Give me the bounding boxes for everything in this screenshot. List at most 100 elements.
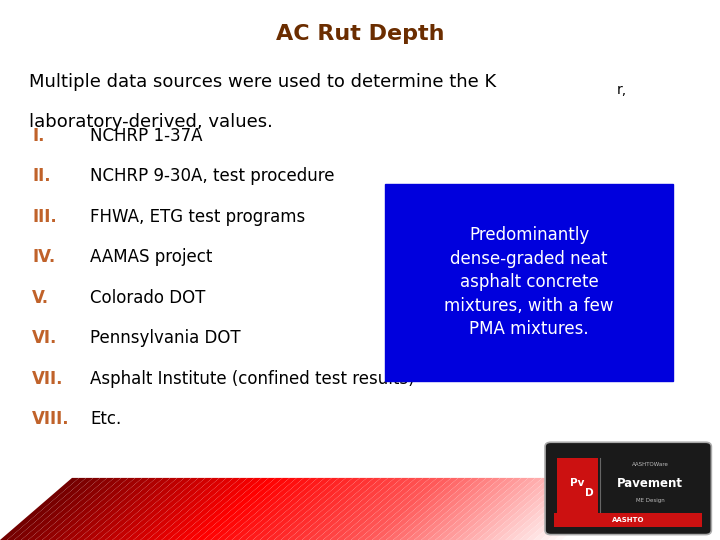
Polygon shape: [239, 478, 318, 540]
Text: Predominantly
dense-graded neat
asphalt concrete
mixtures, with a few
PMA mixtur: Predominantly dense-graded neat asphalt …: [444, 226, 614, 339]
Polygon shape: [288, 478, 367, 540]
Polygon shape: [428, 478, 507, 540]
Polygon shape: [84, 478, 163, 540]
Polygon shape: [183, 478, 261, 540]
Polygon shape: [120, 478, 199, 540]
Polygon shape: [541, 478, 619, 540]
Text: Pavement: Pavement: [617, 477, 683, 490]
Text: laboratory-derived, values.: laboratory-derived, values.: [29, 113, 273, 131]
Polygon shape: [0, 478, 79, 540]
Polygon shape: [77, 478, 156, 540]
Polygon shape: [148, 478, 226, 540]
Polygon shape: [344, 478, 423, 540]
Polygon shape: [464, 478, 542, 540]
Polygon shape: [217, 478, 297, 540]
Polygon shape: [274, 478, 353, 540]
Polygon shape: [520, 478, 598, 540]
Polygon shape: [127, 478, 205, 540]
Polygon shape: [485, 478, 563, 540]
Polygon shape: [372, 478, 451, 540]
FancyBboxPatch shape: [545, 442, 711, 535]
Polygon shape: [414, 478, 493, 540]
Polygon shape: [168, 478, 248, 540]
Polygon shape: [266, 478, 346, 540]
Polygon shape: [63, 478, 143, 540]
Polygon shape: [91, 478, 171, 540]
Polygon shape: [554, 478, 634, 540]
Polygon shape: [408, 478, 486, 540]
Text: Etc.: Etc.: [90, 410, 121, 428]
Polygon shape: [112, 478, 192, 540]
Text: I.: I.: [32, 127, 45, 145]
Text: r,: r,: [616, 83, 626, 97]
Text: NCHRP 9-30A, test procedure: NCHRP 9-30A, test procedure: [90, 167, 335, 185]
Polygon shape: [197, 478, 276, 540]
Text: III.: III.: [32, 208, 57, 226]
Text: Colorado DOT: Colorado DOT: [90, 289, 205, 307]
Polygon shape: [491, 478, 570, 540]
Text: II.: II.: [32, 167, 51, 185]
Polygon shape: [456, 478, 535, 540]
Polygon shape: [498, 478, 577, 540]
Text: AASHTO: AASHTO: [612, 517, 644, 523]
Polygon shape: [176, 478, 255, 540]
Text: Multiple data sources were used to determine the K: Multiple data sources were used to deter…: [29, 73, 496, 91]
Text: VIII.: VIII.: [32, 410, 70, 428]
Polygon shape: [260, 478, 339, 540]
Text: ME Design: ME Design: [636, 498, 665, 503]
Polygon shape: [232, 478, 311, 540]
Text: Pv: Pv: [570, 478, 585, 488]
Polygon shape: [449, 478, 528, 540]
Text: NCHRP 1-37A: NCHRP 1-37A: [90, 127, 202, 145]
Polygon shape: [526, 478, 606, 540]
Polygon shape: [281, 478, 360, 540]
Polygon shape: [505, 478, 585, 540]
Text: AAMAS project: AAMAS project: [90, 248, 212, 266]
Polygon shape: [105, 478, 184, 540]
Polygon shape: [28, 478, 107, 540]
Polygon shape: [421, 478, 500, 540]
Polygon shape: [295, 478, 374, 540]
Polygon shape: [140, 478, 220, 540]
Polygon shape: [302, 478, 381, 540]
Text: FHWA, ETG test programs: FHWA, ETG test programs: [90, 208, 305, 226]
Polygon shape: [365, 478, 444, 540]
Polygon shape: [323, 478, 402, 540]
Polygon shape: [351, 478, 430, 540]
Polygon shape: [253, 478, 332, 540]
Polygon shape: [21, 478, 100, 540]
Polygon shape: [513, 478, 592, 540]
Polygon shape: [56, 478, 135, 540]
Polygon shape: [204, 478, 282, 540]
Polygon shape: [35, 478, 114, 540]
Polygon shape: [316, 478, 395, 540]
Polygon shape: [337, 478, 416, 540]
Polygon shape: [358, 478, 437, 540]
FancyBboxPatch shape: [554, 513, 702, 527]
Polygon shape: [49, 478, 128, 540]
FancyBboxPatch shape: [557, 458, 598, 518]
Polygon shape: [477, 478, 557, 540]
FancyBboxPatch shape: [385, 184, 673, 381]
Text: Pennsylvania DOT: Pennsylvania DOT: [90, 329, 240, 347]
Polygon shape: [7, 478, 86, 540]
Polygon shape: [133, 478, 212, 540]
Polygon shape: [442, 478, 521, 540]
Polygon shape: [246, 478, 325, 540]
Text: VII.: VII.: [32, 370, 64, 388]
Polygon shape: [379, 478, 458, 540]
Polygon shape: [189, 478, 269, 540]
Polygon shape: [534, 478, 613, 540]
Polygon shape: [155, 478, 233, 540]
Polygon shape: [98, 478, 177, 540]
Polygon shape: [330, 478, 409, 540]
Polygon shape: [210, 478, 289, 540]
Polygon shape: [42, 478, 121, 540]
Polygon shape: [435, 478, 514, 540]
Polygon shape: [470, 478, 549, 540]
Text: AASHTOWare: AASHTOWare: [631, 462, 669, 468]
Text: V.: V.: [32, 289, 50, 307]
Polygon shape: [161, 478, 240, 540]
Polygon shape: [14, 478, 93, 540]
Text: Asphalt Institute (confined test results): Asphalt Institute (confined test results…: [90, 370, 415, 388]
